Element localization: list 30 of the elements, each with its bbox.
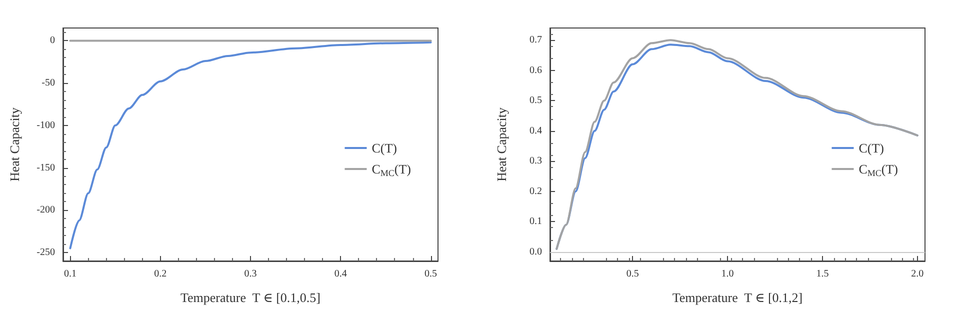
- x-tick-label: 1.0: [721, 268, 734, 280]
- x-tick-label: 0.1: [64, 268, 76, 280]
- y-axis-title: Heat Capacity: [7, 107, 22, 182]
- x-tick-label: 0.5: [424, 268, 438, 280]
- legend-label: C(T): [372, 140, 398, 156]
- legend-label: C(T): [858, 140, 884, 156]
- y-tick-label: -50: [42, 78, 55, 89]
- x-tick-label: 0.2: [154, 268, 167, 280]
- y-tick-label: 0.0: [530, 246, 542, 258]
- y-tick-label: 0.6: [530, 64, 542, 76]
- y-tick-label: -100: [36, 120, 55, 131]
- y-tick-label: -150: [36, 162, 55, 174]
- y-tick-label: -200: [36, 204, 55, 216]
- y-tick-label: 0.1: [530, 216, 542, 228]
- x-tick-label: 0.4: [334, 268, 347, 280]
- line-series: [69, 41, 432, 250]
- y-axis-title: Heat Capacity: [494, 107, 509, 182]
- x-axis-title: Temperature T ∈ [0.1,2]: [672, 290, 803, 305]
- x-axis-title: Temperature T ∈ [0.1,0.5]: [180, 290, 320, 305]
- y-tick-label: 0.5: [530, 95, 542, 106]
- x-tick-label: 0.3: [244, 268, 257, 280]
- x-tick-label: 1.5: [816, 268, 829, 280]
- y-tick-label: 0.3: [530, 156, 542, 167]
- x-tick-label: 2.0: [911, 268, 924, 280]
- y-tick-label: 0.4: [530, 125, 542, 136]
- y-tick-label: 0.7: [530, 34, 542, 46]
- x-tick-label: 0.5: [626, 268, 639, 280]
- y-tick-label: 0: [50, 35, 55, 46]
- y-tick-label: 0.2: [530, 186, 542, 197]
- y-tick-label: -250: [36, 247, 55, 258]
